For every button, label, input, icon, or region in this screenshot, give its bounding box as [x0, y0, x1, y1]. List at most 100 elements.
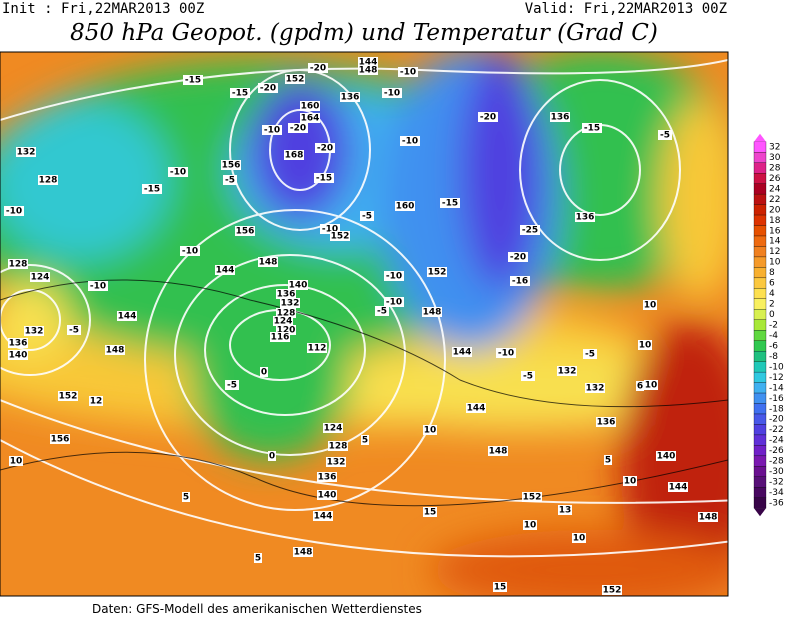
contour-label-box — [258, 257, 278, 267]
contour-label-box — [382, 88, 402, 98]
contour-label: 144 — [453, 348, 472, 358]
contour-label-box — [326, 457, 346, 467]
contour-label: 15 — [424, 508, 437, 518]
legend-swatch — [753, 214, 767, 226]
contour-label: 124 — [31, 273, 50, 283]
legend-tick-label: -28 — [769, 457, 784, 467]
contour-label: 144 — [216, 266, 235, 276]
contour-label: 148 — [423, 308, 442, 318]
legend-swatch — [753, 382, 767, 394]
contour-label: 152 — [603, 586, 622, 596]
legend-swatch — [753, 319, 767, 331]
contour-label-box — [58, 391, 78, 401]
contour-label: -15 — [316, 174, 332, 184]
contour-label: -5 — [225, 176, 235, 186]
contour-label: -20 — [310, 64, 326, 74]
legend-tick-label: -24 — [769, 436, 784, 446]
legend-tick-label: 14 — [769, 237, 781, 247]
contour-label-box — [558, 505, 572, 515]
contour-label-box — [668, 482, 688, 492]
contour-label: -5 — [69, 326, 79, 336]
contour-label-box — [384, 297, 404, 307]
legend-tick-label: -8 — [769, 352, 778, 362]
contour-label-box — [478, 112, 498, 122]
contour-label: 136 — [318, 473, 337, 483]
contour-label: 5 — [255, 554, 261, 564]
contour-label-box — [604, 455, 612, 465]
contour-label-box — [89, 396, 103, 406]
contour-label: 12 — [90, 397, 103, 407]
contour-label-box — [8, 338, 28, 348]
contour-label-box — [168, 167, 188, 177]
contour-label-box — [260, 367, 268, 377]
contour-label: -5 — [523, 372, 533, 382]
contour-label: 152 — [428, 268, 447, 278]
legend-tick-label: -2 — [769, 321, 778, 331]
contour-label: 136 — [551, 113, 570, 123]
contour-label: 10 — [10, 457, 23, 467]
contour-label-box — [276, 289, 296, 299]
contour-label: -5 — [585, 350, 595, 360]
contour-label: 156 — [222, 161, 241, 171]
contour-label-box — [596, 417, 616, 427]
contour-label: -10 — [386, 272, 402, 282]
contour-label-box — [493, 582, 507, 592]
contour-label-box — [50, 434, 70, 444]
contour-label-box — [142, 184, 162, 194]
contour-label: 148 — [489, 447, 508, 457]
contour-label: 124 — [324, 424, 343, 434]
contour-label-box — [215, 265, 235, 275]
contour-label: -10 — [386, 298, 402, 308]
contour-label: -10 — [498, 349, 514, 359]
legend-swatch — [753, 267, 767, 279]
contour-label: 128 — [39, 176, 58, 186]
contour-label-box — [644, 380, 658, 390]
contour-label: 136 — [9, 339, 28, 349]
contour-label: -10 — [322, 225, 338, 235]
contour-label-box — [317, 490, 337, 500]
legend-swatch — [753, 225, 767, 237]
legend-tick-label: -6 — [769, 341, 778, 351]
contour-label-box — [300, 101, 320, 111]
contour-label: 144 — [314, 512, 333, 522]
legend-tick-label: 2 — [769, 300, 775, 310]
legend-tick-label: 28 — [769, 163, 781, 173]
contour-label-box — [384, 271, 404, 281]
contour-label-box — [583, 349, 597, 359]
legend-swatch — [753, 434, 767, 446]
contour-label: 15 — [494, 583, 507, 593]
contour-label-box — [235, 226, 255, 236]
contour-label: 136 — [576, 213, 595, 223]
contour-label-box — [308, 63, 328, 73]
legend-swatch — [753, 162, 767, 174]
contour-label: 144 — [118, 312, 137, 322]
contour-label: 128 — [329, 442, 348, 452]
contour-label: 0 — [261, 368, 267, 378]
contour-label-box — [423, 507, 437, 517]
contour-label: 128 — [277, 309, 296, 319]
contour-label-box — [24, 326, 44, 336]
legend-arrow-top — [754, 133, 766, 142]
contour-label: -5 — [362, 212, 372, 222]
contour-label: 0 — [269, 452, 275, 462]
contour-label: 10 — [424, 426, 437, 436]
contour-label-box — [340, 92, 360, 102]
contour-label: -5 — [227, 381, 237, 391]
contour-label-box — [307, 343, 327, 353]
legend-tick-label: 12 — [769, 247, 780, 257]
legend-tick-label: 8 — [769, 268, 775, 278]
contour-label-box — [638, 340, 652, 350]
contour-label-box — [636, 381, 644, 391]
contour-label: 168 — [285, 151, 304, 161]
contour-label-box — [510, 276, 530, 286]
contour-label-box — [285, 74, 305, 84]
contour-label: 132 — [17, 148, 36, 158]
contour-label: 156 — [51, 435, 70, 445]
contour-label: 148 — [106, 346, 125, 356]
contour-label: 10 — [639, 341, 652, 351]
legend-swatch — [753, 204, 767, 216]
legend-swatch — [753, 309, 767, 320]
contour-label: -25 — [522, 226, 538, 236]
contour-label: 132 — [25, 327, 44, 337]
contour-label: -20 — [480, 113, 496, 123]
